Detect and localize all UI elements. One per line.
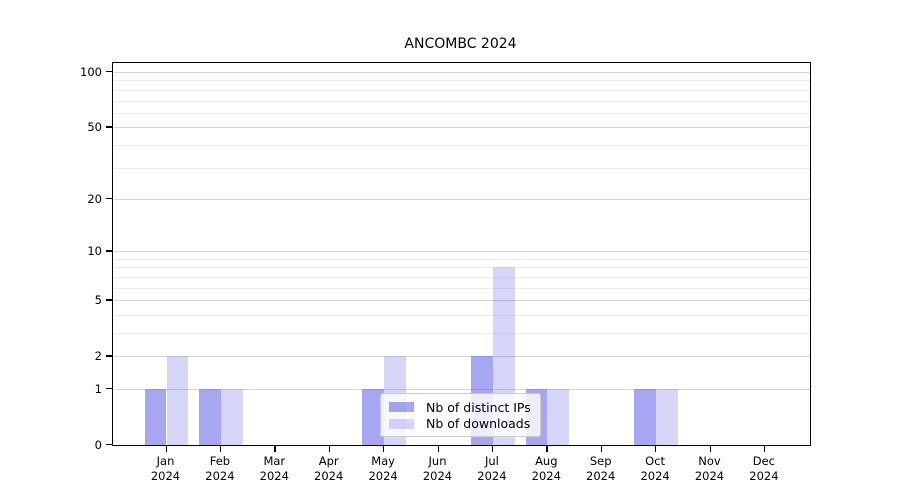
y-tick-label-1: 1 xyxy=(94,381,102,396)
x-tick-dec xyxy=(763,446,766,452)
x-tick-jan xyxy=(165,446,167,452)
x-tick-label-mar: Mar 2024 xyxy=(259,454,289,483)
legend-label-distinct-ips: Nb of distinct IPs xyxy=(426,399,531,415)
gridline-3 xyxy=(113,332,810,334)
legend-swatch-distinct-ips xyxy=(389,402,414,413)
gridline-1 xyxy=(113,388,810,390)
y-tick-label-2: 2 xyxy=(94,349,102,364)
y-tick-0 xyxy=(106,444,112,446)
y-tick-label-10: 10 xyxy=(87,244,102,259)
x-tick-label-dec: Dec 2024 xyxy=(749,454,779,483)
bar-downloads-aug xyxy=(547,388,569,445)
x-tick-label-feb: Feb 2024 xyxy=(205,454,235,483)
y-tick-2 xyxy=(106,355,112,357)
gridline-7 xyxy=(113,276,810,278)
x-tick-label-jan: Jan 2024 xyxy=(150,454,181,483)
x-tick-nov xyxy=(709,446,711,452)
y-tick-10 xyxy=(106,250,112,252)
gridline-2 xyxy=(113,356,810,358)
x-tick-label-apr: Apr 2024 xyxy=(314,454,344,483)
gridline-80 xyxy=(113,89,810,91)
bar-distinct-ips-feb xyxy=(199,388,221,445)
y-tick-20 xyxy=(106,197,112,200)
gridline-5 xyxy=(113,300,810,302)
gridline-10 xyxy=(113,251,810,253)
x-tick-sep xyxy=(600,446,603,452)
legend-swatch-downloads xyxy=(389,418,414,429)
gridline-90 xyxy=(113,80,810,82)
x-tick-label-may: May 2024 xyxy=(368,454,398,483)
legend-item-downloads: Nb of downloads xyxy=(389,416,532,433)
x-tick-label-oct: Oct 2024 xyxy=(640,454,670,483)
x-tick-label-jul: Jul 2024 xyxy=(477,454,507,483)
y-tick-5 xyxy=(106,299,112,301)
y-tick-label-50: 50 xyxy=(87,120,102,135)
gridlines-layer xyxy=(113,63,810,445)
gridline-20 xyxy=(113,198,810,200)
x-tick-label-nov: Nov 2024 xyxy=(694,454,725,483)
y-tick-50 xyxy=(106,126,112,128)
gridline-4 xyxy=(113,314,810,316)
gridline-30 xyxy=(113,167,810,169)
bar-distinct-ips-jan xyxy=(144,388,167,445)
y-tick-label-0: 0 xyxy=(94,438,102,452)
x-tick-jun xyxy=(437,446,439,452)
gridline-100 xyxy=(113,72,810,74)
y-tick-label-20: 20 xyxy=(87,191,102,206)
x-tick-label-aug: Aug 2024 xyxy=(531,454,561,483)
gridline-9 xyxy=(113,258,810,260)
bar-downloads-oct xyxy=(656,388,678,445)
x-tick-jul xyxy=(491,446,494,452)
legend-item-distinct-ips: Nb of distinct IPs xyxy=(389,399,532,416)
y-tick-1 xyxy=(106,387,112,390)
legend-label-downloads: Nb of downloads xyxy=(426,416,531,432)
chart-title: ANCOMBC 2024 xyxy=(404,36,517,52)
legend: Nb of distinct IPs Nb of downloads xyxy=(380,393,541,437)
bar-distinct-ips-oct xyxy=(634,388,657,445)
gridline-40 xyxy=(113,144,810,146)
bar-distinct-ips-may xyxy=(362,388,385,445)
x-tick-mar xyxy=(274,446,276,452)
y-tick-label-100: 100 xyxy=(80,65,102,80)
x-tick-apr xyxy=(328,446,331,452)
x-tick-aug xyxy=(546,446,548,452)
bar-downloads-feb xyxy=(220,388,243,445)
bar-downloads-jan xyxy=(166,356,189,445)
x-tick-feb xyxy=(219,446,222,452)
x-tick-label-jun: Jun 2024 xyxy=(422,454,453,483)
x-tick-may xyxy=(383,446,385,452)
gridline-70 xyxy=(113,100,810,102)
x-tick-label-sep: Sep 2024 xyxy=(586,454,616,483)
x-tick-oct xyxy=(655,446,657,452)
gridline-8 xyxy=(113,267,810,269)
gridline-60 xyxy=(113,112,810,114)
gridline-50 xyxy=(113,127,810,129)
y-tick-label-5: 5 xyxy=(94,293,102,308)
gridline-6 xyxy=(113,287,810,289)
plot-area: Nb of distinct IPs Nb of downloads xyxy=(112,62,811,446)
y-tick-100 xyxy=(106,71,112,73)
